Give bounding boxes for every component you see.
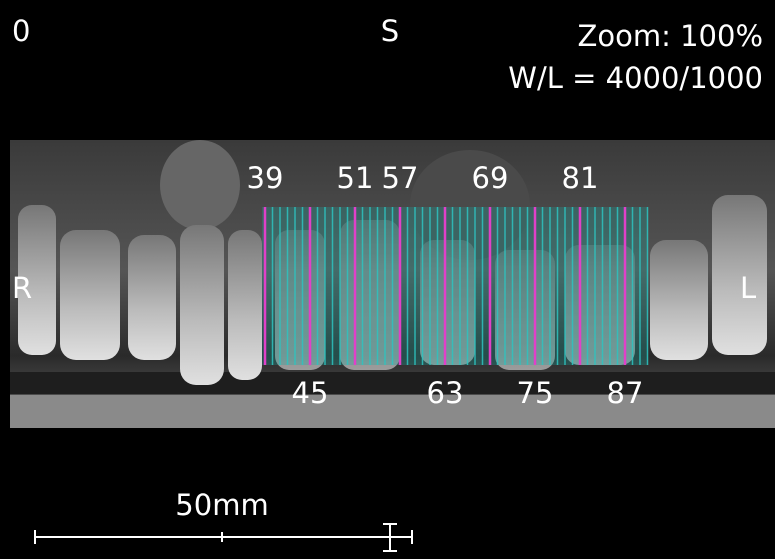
corner-label: 0 (12, 14, 30, 48)
side-label: L (740, 271, 756, 305)
window-level-label: W/L = 4000/1000 (508, 61, 763, 95)
slice-label: 75 (517, 376, 554, 410)
side-label: R (12, 271, 32, 305)
slice-label: 39 (247, 161, 284, 195)
viewer: 0 S Zoom: 100% W/L = 4000/1000 R L 50mm … (0, 0, 775, 559)
orientation-label: S (381, 14, 399, 48)
scale-label: 50mm (175, 488, 268, 522)
slice-label: 63 (427, 376, 464, 410)
slice-label: 69 (472, 161, 509, 195)
slice-label: 57 (382, 161, 419, 195)
slice-label: 81 (562, 161, 599, 195)
zoom-label: Zoom: 100% (578, 19, 764, 53)
slice-label: 45 (292, 376, 329, 410)
slice-label: 87 (607, 376, 644, 410)
slice-label: 51 (337, 161, 374, 195)
